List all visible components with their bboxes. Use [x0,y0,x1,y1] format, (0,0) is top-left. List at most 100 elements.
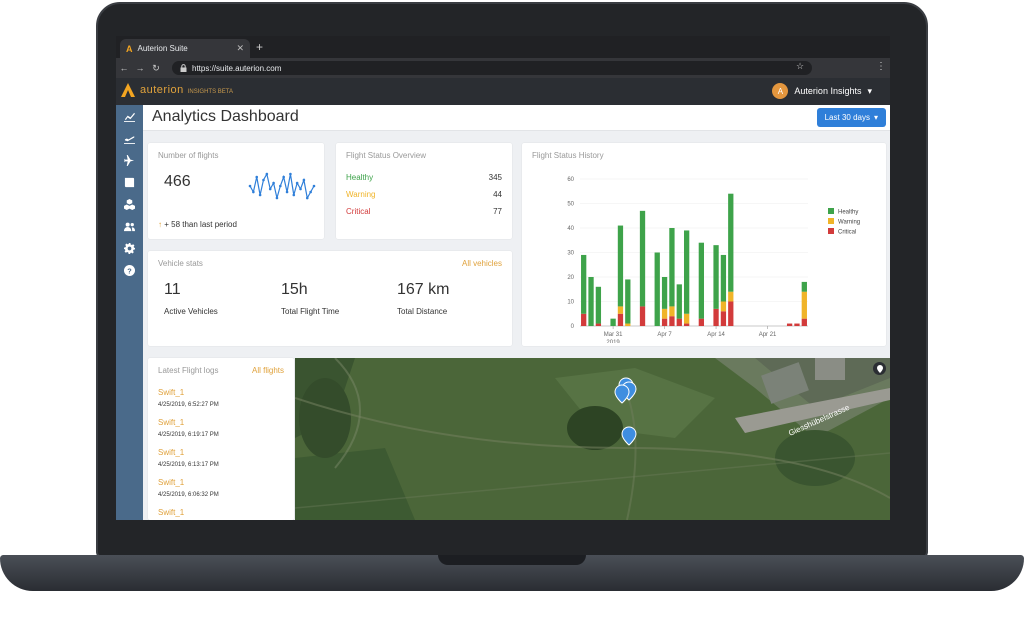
bar-healthy [728,193,734,292]
bar-healthy [661,277,668,309]
bar-healthy [669,228,675,307]
log-name: Swift_1 [158,478,185,487]
map-marker-cluster[interactable] [614,377,637,404]
status-label: Warning [346,190,376,199]
log-name: Swift_1 [158,388,185,397]
browser-tab[interactable]: A Auterion Suite ✕ [120,39,250,58]
bar-healthy [595,286,602,324]
flight-map[interactable]: Giesshübelstrasse [295,358,890,520]
map-location-button[interactable] [873,362,886,375]
bar-critical [661,318,668,326]
brand-subtitle: INSIGHTS BETA [187,88,233,95]
bar-healthy [617,225,624,307]
status-row-healthy: Healthy 345 [346,173,502,182]
bookmark-star-icon[interactable]: ☆ [796,61,805,71]
sidebar-item-vehicles[interactable] [116,149,143,171]
sidebar-item-flights[interactable] [116,127,143,149]
flights-count: 466 [164,173,191,190]
tab-title: Auterion Suite [137,44,188,53]
sidebar-item-settings[interactable] [116,237,143,259]
bar-warning [720,301,727,312]
new-tab-button[interactable]: + [256,40,264,54]
browser-menu-icon[interactable]: ⋮ [876,61,886,72]
sidebar: ? [116,105,143,520]
log-item[interactable]: Swift_1 4/25/2019, 6:13:17 PM [158,448,219,468]
bar-warning [728,291,734,302]
sidebar-item-analytics[interactable] [116,105,143,127]
auterion-tab-icon: A [126,43,133,54]
sparkline-point [312,184,316,188]
bar-critical [595,323,602,326]
bar-critical [676,318,682,326]
bar-critical [698,318,705,326]
flights-card-title: Number of flights [158,151,219,160]
all-vehicles-link[interactable]: All vehicles [461,259,502,268]
sparkline-point [255,175,259,179]
bar-critical [786,323,793,326]
map-marker[interactable] [621,426,637,446]
status-label: Critical [346,207,371,216]
sidebar-item-help[interactable]: ? [116,259,143,281]
log-item[interactable]: Swift_1 4/25/2019, 6:19:17 PM [158,418,219,438]
auterion-logo-icon [121,83,135,97]
bar-critical [669,316,675,326]
sidebar-item-integrations[interactable] [116,193,143,215]
brand-logo[interactable]: auterion INSIGHTS BETA [120,82,233,98]
bar-healthy [676,284,682,319]
forward-icon[interactable]: → [135,63,145,73]
log-item[interactable]: Swift_1 4/25/2019, 6:06:32 PM [158,478,219,498]
bar-critical [713,308,719,326]
bar-warning [669,306,675,317]
bar-critical [581,313,587,326]
x-tick-label: Apr 7 [657,332,672,338]
legend-label: Healthy [838,210,858,216]
sparkline-point [282,175,285,179]
status-value: 44 [493,190,502,199]
bar-critical [683,323,690,326]
book-icon [124,177,135,187]
sparkline-point [252,190,255,194]
date-range-button[interactable]: Last 30 days ▾ [816,108,886,127]
bar-warning [617,306,624,314]
sidebar-item-users[interactable] [116,215,143,237]
reload-icon[interactable]: ↻ [152,62,160,73]
stat-flight-time: 15h Total Flight Time [281,281,339,316]
back-icon[interactable]: ← [119,63,129,73]
bar-critical [639,306,646,326]
cubes-icon [124,198,135,210]
bar-critical [728,301,734,326]
vehicle-stats-card: Vehicle stats All vehicles 11 Active Veh… [148,251,512,346]
svg-text:?: ? [127,266,132,275]
sparkline-point [265,172,269,176]
sparkline-point [268,187,272,191]
user-menu[interactable]: A Auterion Insights ▾ [772,83,872,99]
bar-warning [801,291,807,319]
legend-label: Warning [838,220,860,226]
sparkline-point [262,178,265,182]
stat-label: Total Distance [397,307,448,316]
status-row-critical: Critical 77 [346,207,502,216]
log-item[interactable]: Swift_1 4/25/2019, 6:52:27 PM [158,388,219,408]
close-tab-icon[interactable]: ✕ [236,43,244,53]
lock-icon [180,64,187,72]
sparkline-point [289,172,292,176]
x-tick-label: Apr 14 [707,332,725,338]
page-title: Analytics Dashboard [152,108,299,125]
help-icon: ? [124,264,135,276]
all-flights-link[interactable]: All flights [251,366,284,375]
url-bar[interactable]: https://suite.auterion.com [172,61,812,75]
app-header: auterion INSIGHTS BETA A Auterion Insigh… [116,78,890,105]
flight-logs-card: Latest Flight logs All flights Swift_1 4… [148,358,294,520]
bar-warning [661,308,668,319]
sidebar-item-logs[interactable] [116,171,143,193]
sparkline-point [295,181,299,185]
log-item[interactable]: Swift_1 [158,508,184,517]
sparkline-point [305,196,309,200]
stat-value: 11 [164,281,181,298]
sparkline-point [272,181,275,185]
sparkline-point [285,190,289,194]
status-history-card: Flight Status History 0 10 20 30 40 50 60 Mar 3… [522,143,886,346]
flights-card: Number of flights 466 ↑ + 58 than last p… [148,143,324,239]
bar-warning [683,313,690,324]
bar-healthy [581,254,587,314]
